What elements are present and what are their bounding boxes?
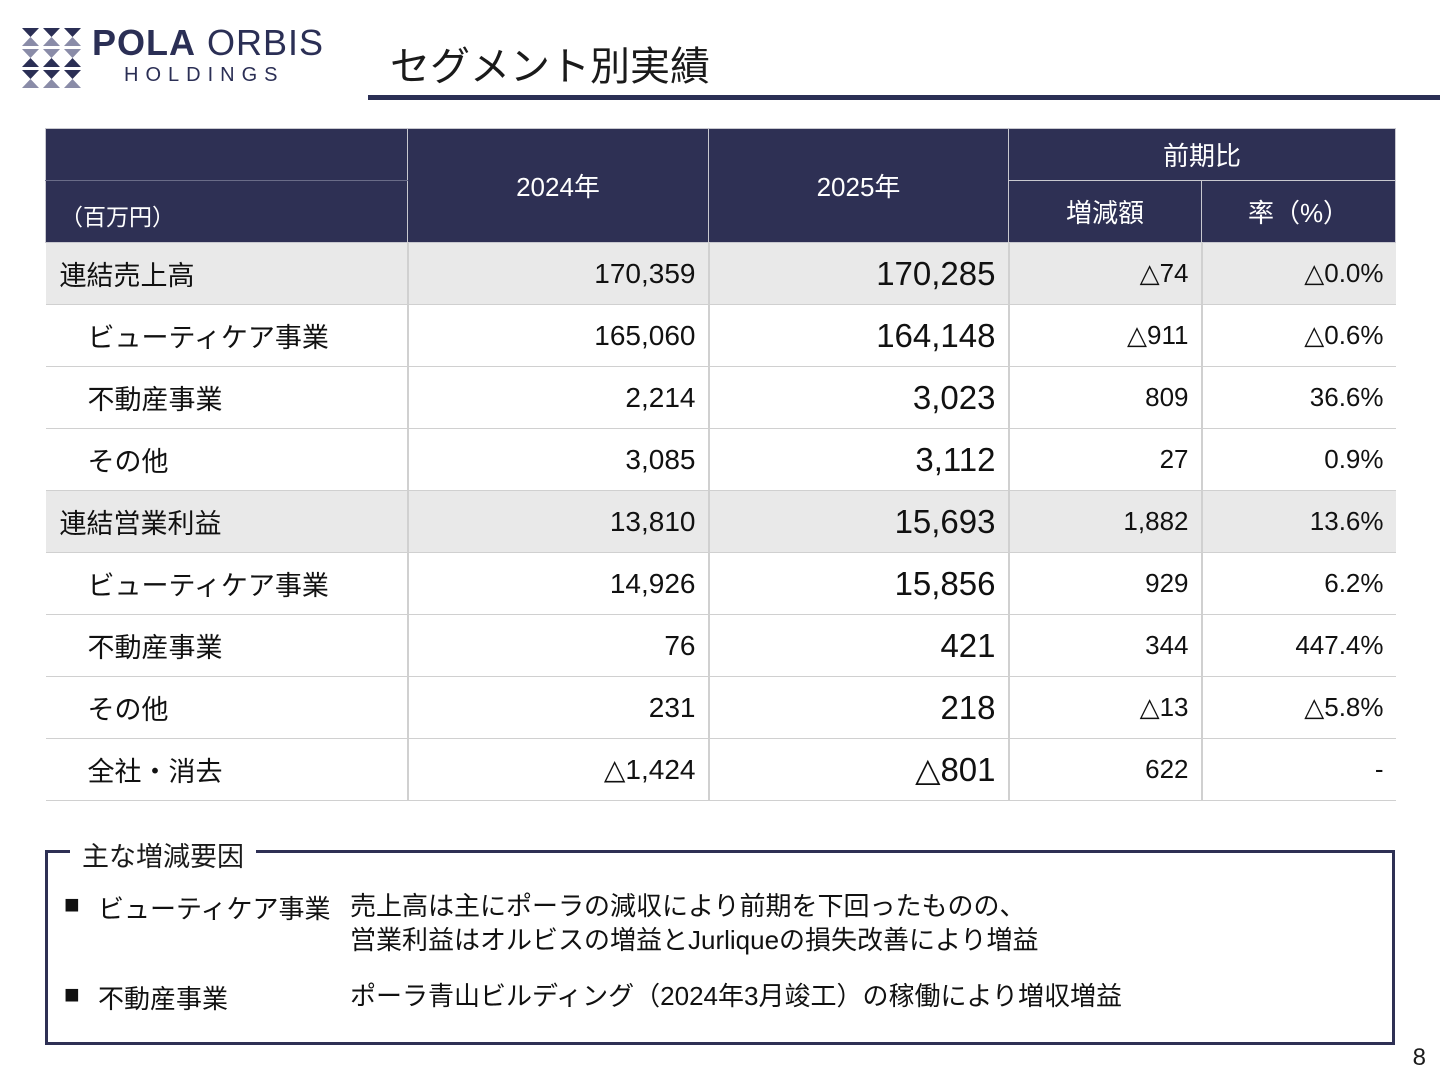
row-label: ビューティケア事業 <box>45 304 408 367</box>
table-row: 連結売上高 170,359 170,285 △74 △0.0% <box>45 242 1396 305</box>
value-diff: 929 <box>1007 552 1202 615</box>
value-2024: 170,359 <box>406 242 709 305</box>
value-2025: 15,856 <box>707 552 1009 615</box>
key-factors-title: 主な増減要因 <box>70 835 256 874</box>
value-rate: △0.0% <box>1200 242 1396 305</box>
header-unit: （百万円） <box>45 180 408 243</box>
value-rate: 0.9% <box>1200 428 1396 491</box>
value-diff: 27 <box>1007 428 1202 491</box>
logo-brand: POLA ORBIS <box>92 22 324 64</box>
title-divider <box>368 95 1440 100</box>
value-diff: △74 <box>1007 242 1202 305</box>
table-row: その他 3,085 3,112 27 0.9% <box>45 428 1396 491</box>
value-diff: 1,882 <box>1007 490 1202 553</box>
value-2025: 3,112 <box>707 428 1009 491</box>
header-2025: 2025年 <box>708 128 1009 243</box>
value-rate: 36.6% <box>1200 366 1396 429</box>
key-factors-box: 主な増減要因 ■ ビューティケア事業 売上高は主にポーラの減収により前期を下回っ… <box>45 835 1395 1045</box>
table-row: 連結営業利益 13,810 15,693 1,882 13.6% <box>45 490 1396 553</box>
factor-line: 営業利益はオルビスの増益とJurliqueの損失改善により増益 <box>350 925 1039 955</box>
value-rate: 13.6% <box>1200 490 1396 553</box>
bullet-square-icon: ■ <box>64 979 80 1009</box>
value-2024: 165,060 <box>406 304 709 367</box>
segment-results-table: 2024年 2025年 前期比 （百万円） 増減額 率（%） 連結売上高 170… <box>45 128 1397 801</box>
value-rate: 447.4% <box>1200 614 1396 677</box>
value-2025: 218 <box>707 676 1009 739</box>
value-2025: 421 <box>707 614 1009 677</box>
row-label: 連結営業利益 <box>45 490 408 553</box>
value-2025: 15,693 <box>707 490 1009 553</box>
row-label: 不動産事業 <box>45 614 408 677</box>
value-2024: △1,424 <box>406 738 709 801</box>
table-row: 不動産事業 2,214 3,023 809 36.6% <box>45 366 1396 429</box>
logo-mark-icon <box>22 28 81 88</box>
bullet-square-icon: ■ <box>64 889 80 919</box>
table-row: ビューティケア事業 165,060 164,148 △911 △0.6% <box>45 304 1396 367</box>
value-2025: 170,285 <box>707 242 1009 305</box>
value-2024: 3,085 <box>406 428 709 491</box>
value-rate: 6.2% <box>1200 552 1396 615</box>
factor-description: ポーラ青山ビルディング（2024年3月竣工）の稼働により増収増益 <box>350 979 1122 1013</box>
value-2024: 13,810 <box>406 490 709 553</box>
table-row: 全社・消去 △1,424 △801 622 - <box>45 738 1396 801</box>
company-logo: POLA ORBIS HOLDINGS <box>22 22 342 90</box>
factor-line: 売上高は主にポーラの減収により前期を下回ったものの、 <box>350 891 1026 921</box>
logo-sub: HOLDINGS <box>124 64 285 86</box>
value-2024: 2,214 <box>406 366 709 429</box>
value-diff: △911 <box>1007 304 1202 367</box>
row-label: その他 <box>45 676 408 739</box>
header-rate: 率（%） <box>1200 180 1397 243</box>
value-rate: △0.6% <box>1200 304 1396 367</box>
row-label: その他 <box>45 428 408 491</box>
row-label: 連結売上高 <box>45 242 408 305</box>
value-diff: 622 <box>1007 738 1202 801</box>
value-2024: 231 <box>406 676 709 739</box>
logo-brand-light: ORBIS <box>207 22 325 63</box>
factor-line: ポーラ青山ビルディング（2024年3月竣工）の稼働により増収増益 <box>350 981 1122 1011</box>
table-row: その他 231 218 △13 △5.8% <box>45 676 1396 739</box>
header-2024: 2024年 <box>407 128 709 243</box>
value-2024: 76 <box>406 614 709 677</box>
header-diff: 増減額 <box>1008 180 1202 243</box>
factor-description: 売上高は主にポーラの減収により前期を下回ったものの、 営業利益はオルビスの増益と… <box>350 889 1039 957</box>
value-rate: - <box>1200 738 1396 801</box>
page-title: セグメント別実績 <box>390 45 710 89</box>
header-prev-compare: 前期比 <box>1007 128 1397 181</box>
table-row: ビューティケア事業 14,926 15,856 929 6.2% <box>45 552 1396 615</box>
value-diff: △13 <box>1007 676 1202 739</box>
value-2025: 3,023 <box>707 366 1009 429</box>
logo-brand-bold: POLA <box>92 22 197 63</box>
value-2024: 14,926 <box>406 552 709 615</box>
page-number: 8 <box>1412 1044 1426 1071</box>
value-diff: 344 <box>1007 614 1202 677</box>
value-rate: △5.8% <box>1200 676 1396 739</box>
table-row: 不動産事業 76 421 344 447.4% <box>45 614 1396 677</box>
value-2025: △801 <box>707 738 1009 801</box>
row-label: 不動産事業 <box>45 366 408 429</box>
value-diff: 809 <box>1007 366 1202 429</box>
factor-segment: 不動産事業 <box>98 984 229 1014</box>
row-label: ビューティケア事業 <box>45 552 408 615</box>
header-blank-cell <box>45 128 408 181</box>
row-label: 全社・消去 <box>45 738 408 801</box>
value-2025: 164,148 <box>707 304 1009 367</box>
factor-segment: ビューティケア事業 <box>98 894 331 924</box>
